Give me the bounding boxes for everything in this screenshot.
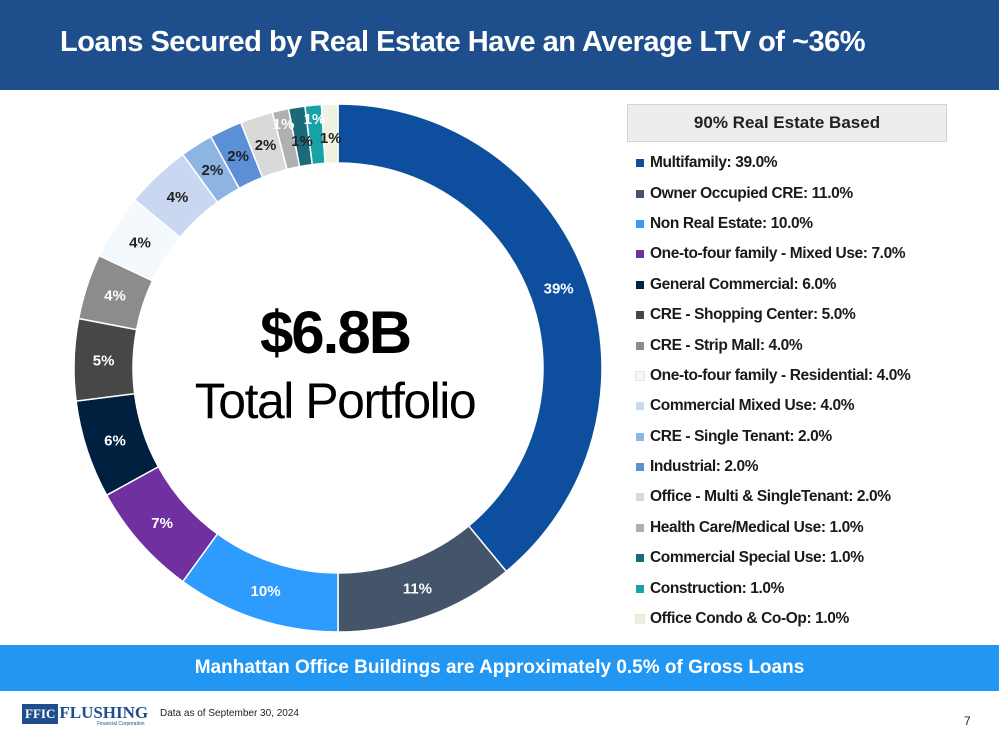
legend-label: Commercial Special Use: 1.0% xyxy=(650,549,864,567)
legend-item: Health Care/Medical Use: 1.0% xyxy=(636,513,991,543)
legend-swatch xyxy=(636,189,644,198)
legend-item: Commercial Special Use: 1.0% xyxy=(636,543,991,573)
logo-mark: FFIC xyxy=(22,704,59,724)
legend-item: One-to-four family - Residential: 4.0% xyxy=(635,361,991,391)
banner: Manhattan Office Buildings are Approxima… xyxy=(0,645,999,691)
legend-item: Multifamily: 39.0% xyxy=(636,148,991,178)
legend-label: One-to-four family - Residential: 4.0% xyxy=(650,366,911,384)
chart-legend: Multifamily: 39.0% Owner Occupied CRE: 11… xyxy=(635,148,991,634)
legend-item: Construction: 1.0% xyxy=(636,573,991,603)
logo-subtitle: Financial Corporation xyxy=(97,721,145,727)
data-label-16: 1% xyxy=(320,130,342,147)
donut-chart: 39%11%10%7%6%5%4%4%4%2%2%2%1%1%1%1% xyxy=(73,103,603,633)
legend-label: Non Real Estate: 10.0% xyxy=(650,214,813,232)
data-label-14: 1% xyxy=(291,133,313,150)
legend-label: One-to-four family - Mixed Use: 7.0% xyxy=(650,245,906,263)
legend-label: Commercial Mixed Use: 4.0% xyxy=(650,397,855,415)
total-amount: $6.8B xyxy=(259,299,412,366)
legend-item: One-to-four family - Mixed Use: 7.0% xyxy=(636,239,991,269)
legend-label: Multifamily: 39.0% xyxy=(650,154,778,172)
data-label-9: 4% xyxy=(167,189,189,206)
logo-wordmark: FLUSHING xyxy=(59,703,149,722)
legend-item: Owner Occupied CRE: 11.0% xyxy=(636,178,991,208)
legend-label: Health Care/Medical Use: 1.0% xyxy=(650,518,864,536)
data-label-4: 7% xyxy=(151,515,173,532)
donut-slice-16 xyxy=(320,103,339,165)
legend-item: Office Condo & Co-Op: 1.0% xyxy=(635,604,991,634)
legend-label: Construction: 1.0% xyxy=(650,579,785,597)
legend-swatch xyxy=(636,402,644,411)
legend-swatch xyxy=(636,432,644,441)
data-label-11: 2% xyxy=(227,148,249,165)
data-label-8: 4% xyxy=(129,234,151,251)
legend-swatch xyxy=(635,370,645,381)
legend-label: Office Condo & Co-Op: 1.0% xyxy=(650,610,849,628)
legend-item: Non Real Estate: 10.0% xyxy=(636,209,991,239)
company-logo: FFIC FLUSHING Financial Corporation xyxy=(22,703,149,727)
legend-item: General Commercial: 6.0% xyxy=(636,270,991,300)
legend-swatch xyxy=(636,341,644,350)
data-label-2: 11% xyxy=(403,581,432,598)
legend-item: Office - Multi & SingleTenant: 2.0% xyxy=(636,482,991,512)
data-label-6: 5% xyxy=(93,353,115,370)
legend-swatch xyxy=(636,311,644,320)
banner-text: Manhattan Office Buildings are Approxima… xyxy=(194,657,805,678)
legend-item: CRE - Single Tenant: 2.0% xyxy=(636,422,991,452)
legend-swatch xyxy=(636,523,644,532)
data-label-12: 2% xyxy=(255,137,277,154)
legend-title: 90% Real Estate Based xyxy=(627,104,947,142)
page-number: 7 xyxy=(964,714,971,728)
data-label-5: 6% xyxy=(104,432,126,449)
legend-swatch xyxy=(636,280,644,289)
legend-label: General Commercial: 6.0% xyxy=(650,275,836,293)
legend-label: Office - Multi & SingleTenant: 2.0% xyxy=(650,488,891,506)
legend-item: Commercial Mixed Use: 4.0% xyxy=(636,391,991,421)
legend-label: CRE - Shopping Center: 5.0% xyxy=(650,306,856,324)
data-label-13: 1% xyxy=(273,116,295,133)
legend-swatch xyxy=(636,219,644,228)
header-bar: Loans Secured by Real Estate Have an Ave… xyxy=(0,0,999,90)
legend-label: CRE - Single Tenant: 2.0% xyxy=(650,427,832,445)
legend-swatch xyxy=(636,159,644,168)
data-date-note: Data as of September 30, 2024 xyxy=(160,708,299,719)
data-label-3: 10% xyxy=(251,583,281,600)
donut-slice-1 xyxy=(337,103,603,573)
legend-swatch xyxy=(636,493,644,502)
legend-label: Industrial: 2.0% xyxy=(650,458,759,476)
legend-label: CRE - Strip Mall: 4.0% xyxy=(650,336,803,354)
legend-swatch xyxy=(636,250,644,259)
legend-swatch xyxy=(636,463,644,472)
data-label-7: 4% xyxy=(104,288,126,305)
legend-label: Owner Occupied CRE: 11.0% xyxy=(650,184,853,202)
data-label-1: 39% xyxy=(544,281,574,298)
donut-slice-2 xyxy=(337,524,508,633)
slide-title: Loans Secured by Real Estate Have an Ave… xyxy=(60,26,866,58)
legend-item: CRE - Strip Mall: 4.0% xyxy=(636,330,991,360)
legend-swatch xyxy=(636,554,644,563)
total-label: Total Portfolio xyxy=(194,373,477,429)
legend-item: Industrial: 2.0% xyxy=(636,452,991,482)
data-label-15: 1% xyxy=(304,111,326,128)
legend-item: CRE - Shopping Center: 5.0% xyxy=(636,300,991,330)
data-label-10: 2% xyxy=(202,162,224,179)
legend-swatch xyxy=(635,614,645,625)
legend-swatch xyxy=(636,584,644,593)
